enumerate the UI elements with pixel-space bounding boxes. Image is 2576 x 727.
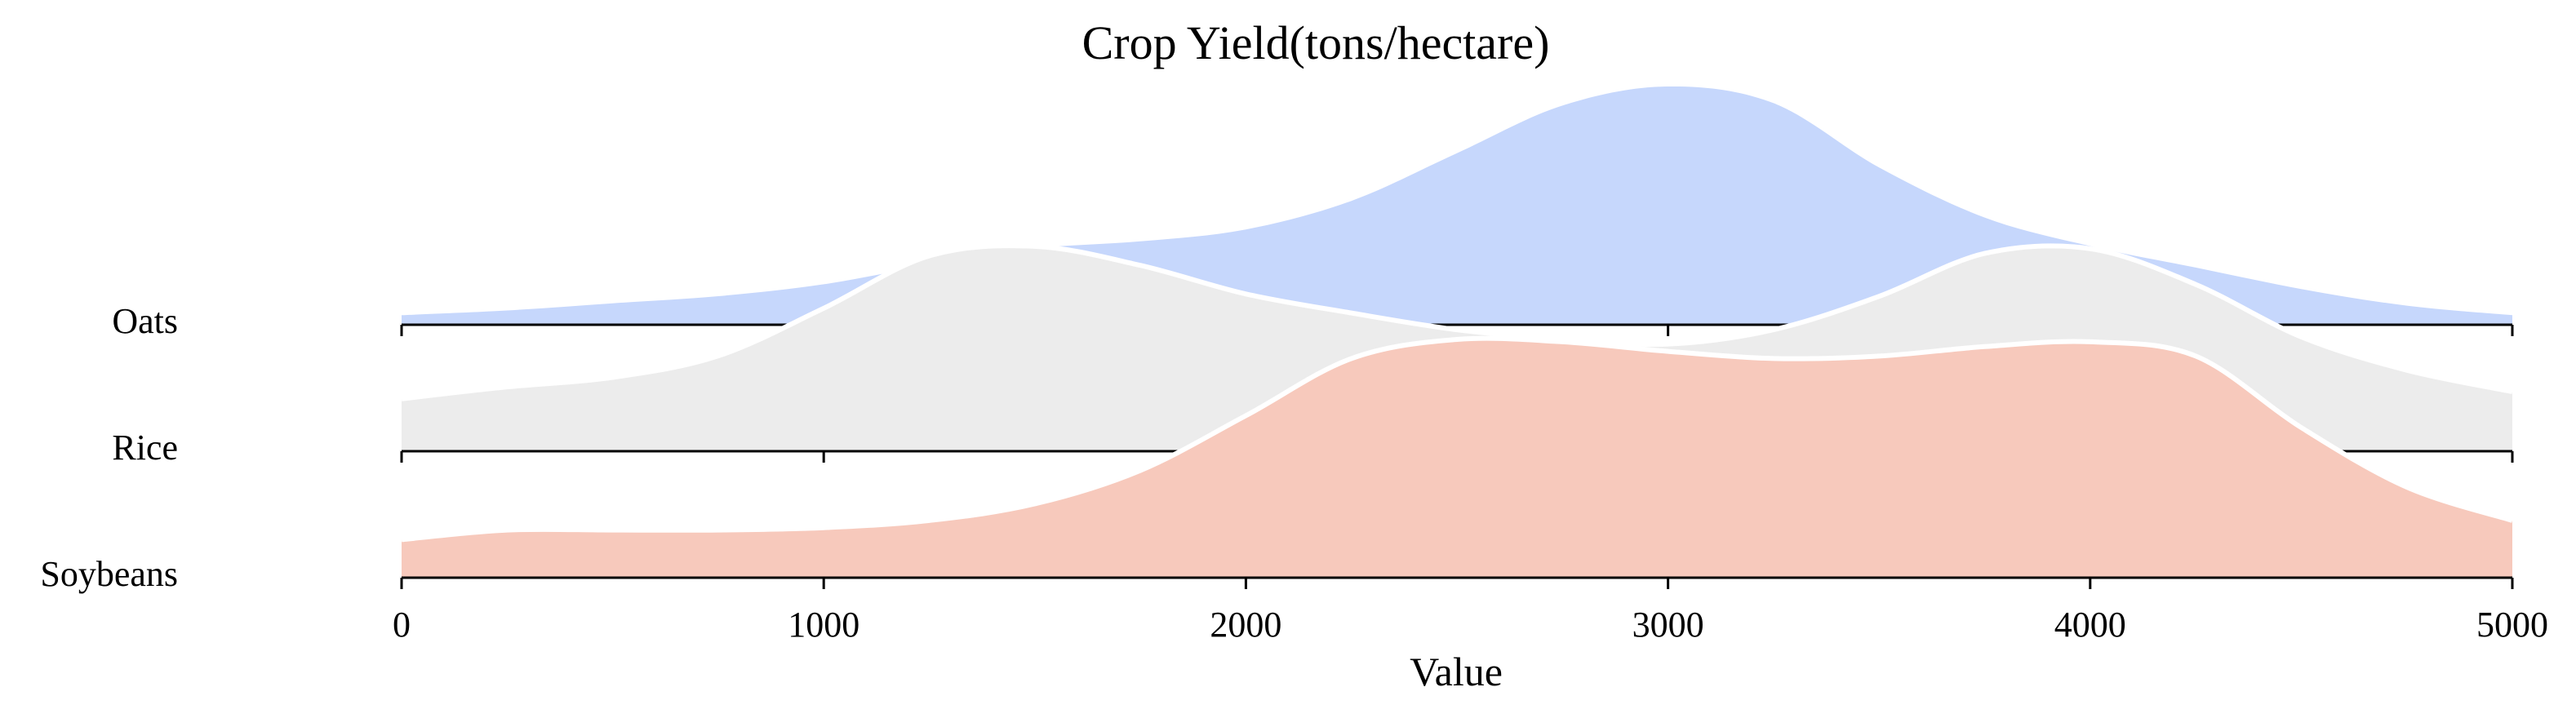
x-tick-label: 1000 [788, 605, 859, 645]
ridge-label-soybeans: Soybeans [40, 554, 178, 594]
ridge-soybeans: Soybeans [40, 335, 2514, 594]
x-tick-label: 3000 [1632, 605, 1704, 645]
x-tick-label: 2000 [1210, 605, 1281, 645]
ridges: Oats Rice Soybeans 0 1000 2000 3000 4000 5000 [40, 86, 2548, 645]
ridge-area-soybeans [402, 338, 2512, 578]
ridge-outline-soybeans [401, 335, 2513, 543]
x-tick-label: 5000 [2476, 605, 2548, 645]
ridge-outline-rice [401, 243, 2513, 401]
ridge-label-rice: Rice [112, 428, 178, 468]
ridge-label-oats: Oats [112, 301, 178, 341]
chart-title: Crop Yield(tons/hectare) [1082, 16, 1550, 69]
x-tick-label: 4000 [2054, 605, 2126, 645]
x-tick-label: 0 [393, 605, 411, 645]
x-axis-label: Value [1410, 649, 1503, 694]
